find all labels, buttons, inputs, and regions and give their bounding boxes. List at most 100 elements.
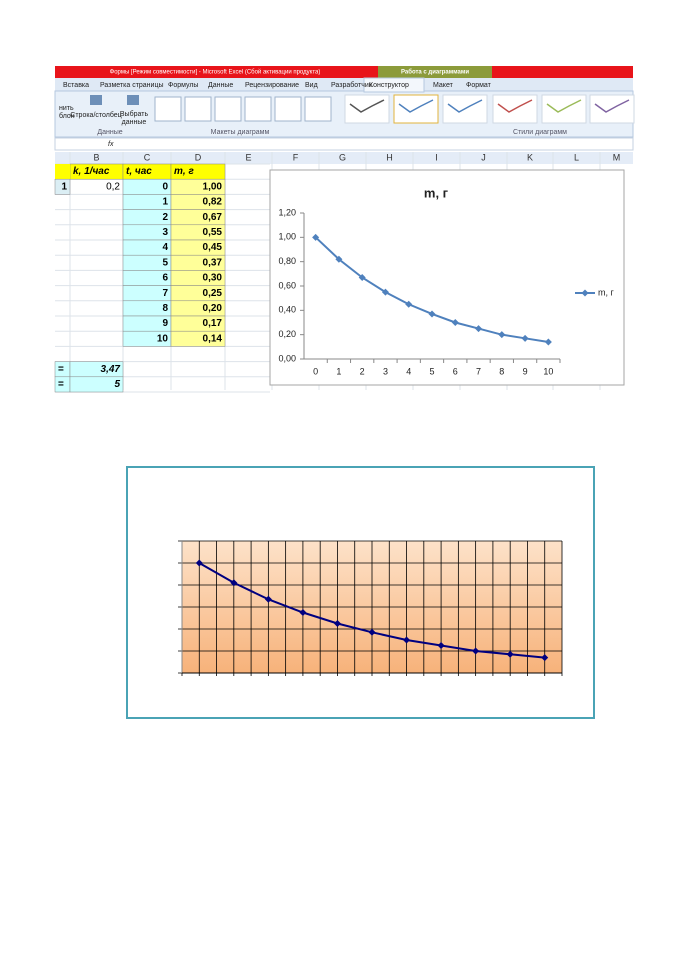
data-point <box>195 559 203 567</box>
data-point <box>428 310 436 318</box>
cell-text: 1 <box>162 197 168 208</box>
sheet: B C D E F G H I J K L Mk, 1/час t, час m, г1 0,2 0 1,001… <box>54 152 620 393</box>
cell-text: 0,20 <box>203 303 223 314</box>
ribbon-button[interactable]: данные <box>122 119 147 126</box>
context-tab: Работа с диаграммами <box>401 69 469 76</box>
cell-text: 0,67 <box>203 212 223 223</box>
data-point <box>498 331 506 339</box>
y-tick-label: 1,00 <box>278 232 296 242</box>
style-line <box>447 99 483 113</box>
y-tick-label: 0,20 <box>278 329 296 339</box>
ribbon-button[interactable]: Строка/столбец <box>70 111 121 119</box>
group-label: Стили диаграмм <box>513 129 567 136</box>
data-point <box>506 650 514 658</box>
data-point <box>333 620 341 627</box>
legend-label: m, г <box>598 287 614 297</box>
data-point <box>312 233 320 241</box>
cell-text: = <box>58 379 64 390</box>
cell-text: 0,2 <box>106 181 120 192</box>
column-header: J <box>481 152 486 162</box>
chart-title: m, г <box>424 185 449 200</box>
tab[interactable]: Вид <box>305 82 318 89</box>
cell-text: k, 1/час <box>73 166 110 177</box>
cell-text: 0,30 <box>203 273 223 284</box>
tab-bar <box>55 78 633 91</box>
ribbon-button[interactable]: Выбрать <box>120 110 149 118</box>
data-point <box>475 325 483 333</box>
data-point <box>405 300 413 308</box>
tab[interactable]: Формат <box>466 82 492 89</box>
group-label: Макеты диаграмм <box>211 129 270 136</box>
column-header: L <box>574 152 579 162</box>
thumb <box>154 96 182 122</box>
thumb <box>214 96 242 122</box>
tab[interactable]: Данные <box>208 82 233 89</box>
tab[interactable]: Формулы <box>168 82 198 89</box>
cell-text: 0,17 <box>203 318 223 329</box>
thumb <box>274 96 302 122</box>
column-header: I <box>435 152 438 162</box>
data-point <box>541 654 549 662</box>
column-header: D <box>195 152 202 162</box>
layout-gallery[interactable] <box>154 94 635 124</box>
data-point <box>521 334 529 342</box>
cell-text: 5 <box>114 379 120 390</box>
icon <box>90 95 102 105</box>
cell-text: m, г <box>174 166 194 177</box>
data-point <box>381 288 389 296</box>
column-header: F <box>293 152 299 162</box>
data-point <box>472 647 480 655</box>
window-title: Формы [Режим совместимости] - Microsoft … <box>110 69 321 76</box>
x-tick-label: 1 <box>336 366 341 376</box>
cell <box>54 178 71 195</box>
cell-text: 3 <box>162 227 168 238</box>
x-tick-label: 6 <box>453 366 458 376</box>
cell <box>170 330 226 347</box>
data-point <box>368 628 376 636</box>
cell-text: 0,14 <box>203 333 223 344</box>
data-point <box>358 273 366 281</box>
fx: fx <box>108 141 114 148</box>
group-label: Данные <box>97 129 122 136</box>
cell-text: 0,37 <box>203 257 223 268</box>
style-line <box>546 99 582 113</box>
ribbon-left: нить <box>59 105 74 112</box>
cell-text: 10 <box>157 333 169 344</box>
tab[interactable]: Разработчик <box>331 81 373 89</box>
cell-text: t, час <box>126 166 152 177</box>
column-header-bar <box>55 152 633 164</box>
cell-text: 0,55 <box>203 227 223 238</box>
column-header: H <box>386 152 393 162</box>
data-point <box>299 609 307 616</box>
cell <box>69 376 124 393</box>
x-tick-label: 4 <box>406 366 411 376</box>
tab[interactable]: Вставка <box>63 82 89 89</box>
y-tick-label: 0,00 <box>278 353 296 363</box>
column-header: B <box>93 152 99 162</box>
data-point <box>544 338 552 346</box>
data-point <box>335 255 343 263</box>
y-tick-label: 1,20 <box>278 207 296 217</box>
style-line <box>594 99 630 113</box>
y-tick-label: 0,60 <box>278 280 296 290</box>
column-header: G <box>339 152 346 162</box>
cell <box>55 164 70 180</box>
x-tick-label: 0 <box>313 366 318 376</box>
column-header: E <box>245 152 251 162</box>
tab[interactable]: Конструктор <box>369 82 409 89</box>
formula-bar <box>54 137 634 151</box>
thumb <box>184 96 212 122</box>
cell-text: 6 <box>162 273 168 284</box>
thumb <box>244 96 272 122</box>
tab[interactable]: Макет <box>433 82 454 89</box>
cell-text: 5 <box>162 257 168 268</box>
tab[interactable]: Рецензирование <box>245 82 299 89</box>
cell-text: 0 <box>162 181 168 192</box>
cell-text: 7 <box>162 288 168 299</box>
tab[interactable]: Разметка страницы <box>100 82 164 89</box>
legend-marker <box>581 289 589 297</box>
cell-text: 2 <box>162 212 168 223</box>
active-tab[interactable] <box>363 77 425 93</box>
cell-text: 0,45 <box>203 242 223 253</box>
